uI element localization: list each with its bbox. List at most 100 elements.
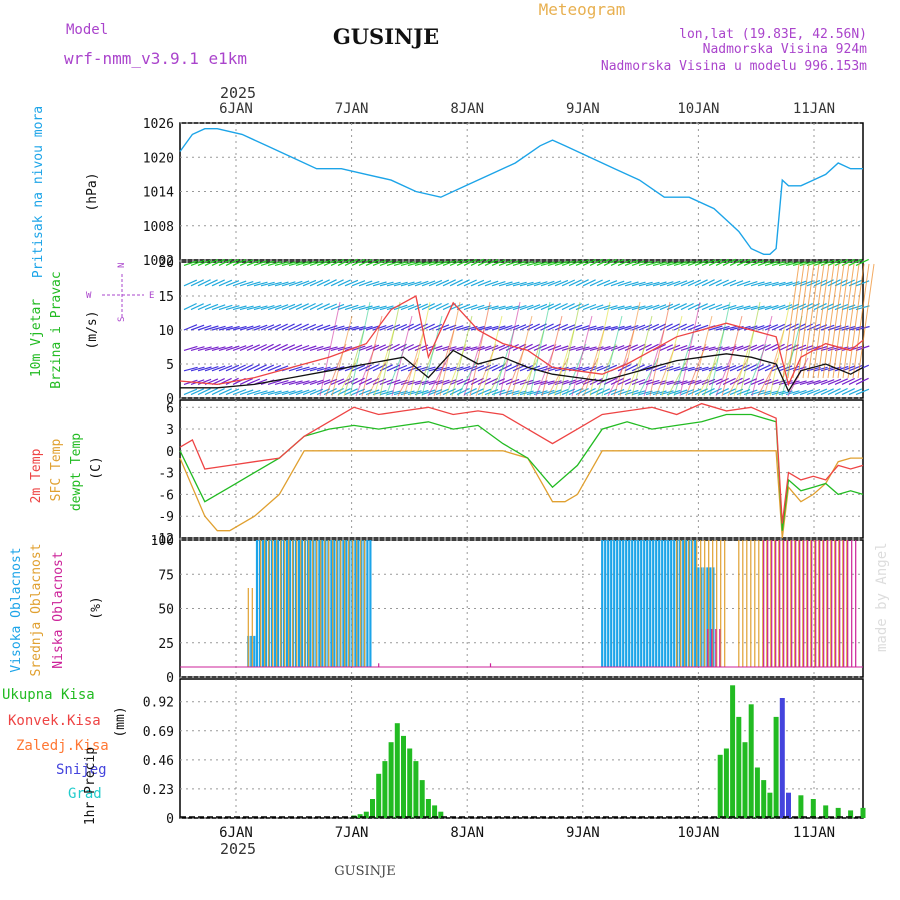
wind-barb bbox=[302, 279, 317, 287]
wind-barb bbox=[764, 281, 779, 287]
wind-barb bbox=[554, 260, 569, 266]
wind-barb bbox=[624, 281, 639, 287]
wind-barb bbox=[540, 380, 555, 385]
wind-barb bbox=[302, 323, 317, 331]
x-tick-label-bottom: 10JAN bbox=[677, 825, 719, 841]
wind-barb bbox=[722, 325, 737, 331]
wind-barb bbox=[379, 260, 394, 266]
wind-barb bbox=[610, 259, 624, 266]
elevation-label: Nadmorska Visina 924m bbox=[703, 42, 868, 57]
wind-barb bbox=[246, 389, 261, 396]
wind-barb bbox=[337, 258, 351, 266]
wind-barb bbox=[708, 387, 722, 396]
wind-barb bbox=[211, 346, 226, 351]
wind-barb bbox=[792, 261, 807, 266]
wind-sweep bbox=[733, 329, 755, 397]
wind-barb bbox=[330, 259, 345, 266]
wind-barb bbox=[260, 324, 275, 331]
wind-barb bbox=[253, 324, 268, 331]
wind-barb bbox=[785, 281, 800, 287]
wind-barb bbox=[610, 377, 624, 385]
precip-bar bbox=[786, 792, 791, 818]
compass-w: W bbox=[86, 291, 92, 301]
wind-barb bbox=[218, 279, 233, 287]
wind-barb bbox=[190, 303, 204, 311]
wind-barb bbox=[351, 364, 366, 372]
wind-barb bbox=[218, 365, 233, 372]
wind-barb bbox=[554, 279, 569, 287]
wind-barb bbox=[232, 305, 247, 311]
wind-barb bbox=[344, 325, 359, 331]
wind-barb bbox=[659, 323, 673, 331]
wind-barb bbox=[645, 343, 659, 351]
pressure-labels: Pritisak na nivou mora (hPa) bbox=[31, 106, 100, 278]
wind-barb bbox=[449, 346, 464, 351]
wind-barbs bbox=[183, 258, 875, 397]
y-tick-label: -9 bbox=[158, 510, 174, 525]
wind-barb bbox=[834, 365, 849, 372]
wind-barb bbox=[617, 281, 632, 287]
wind-barb bbox=[295, 366, 310, 372]
y-tick-label: 1002 bbox=[143, 254, 174, 269]
panel-wind: 20 15 10 5 0 bbox=[158, 256, 875, 407]
y-tick-label: 6 bbox=[166, 401, 174, 416]
wind-barb bbox=[197, 346, 212, 351]
wind-sweep bbox=[559, 301, 581, 397]
wind-barb bbox=[589, 325, 604, 331]
wind-barb bbox=[631, 260, 646, 266]
wind-barb bbox=[617, 325, 632, 331]
precip-bar bbox=[736, 716, 742, 818]
wind-barb bbox=[715, 325, 730, 331]
wind-barb bbox=[820, 388, 834, 396]
y-tick-label: 1020 bbox=[143, 151, 174, 166]
wind-barb bbox=[197, 378, 212, 385]
wind-sweep bbox=[792, 263, 810, 379]
gust-line bbox=[179, 295, 864, 387]
wind-barb bbox=[827, 388, 841, 396]
wind-sweep bbox=[469, 301, 491, 397]
precip-bar bbox=[438, 811, 444, 818]
wind-barb bbox=[750, 281, 765, 287]
wind-barb bbox=[827, 279, 841, 287]
wind-barb bbox=[316, 366, 331, 372]
wind-barb bbox=[519, 304, 534, 311]
wind-barb bbox=[561, 260, 576, 266]
wind-barb bbox=[358, 345, 373, 351]
wind-barb bbox=[204, 346, 219, 351]
wind-barb bbox=[827, 378, 842, 385]
y-tick-label: -6 bbox=[158, 488, 174, 503]
wind-barb bbox=[848, 304, 863, 311]
wind-sweep bbox=[379, 301, 401, 397]
wind-barb bbox=[323, 388, 337, 396]
wind-barb bbox=[232, 364, 246, 372]
wind-barb bbox=[211, 378, 225, 385]
mid-cloud-label: Srednja Oblacnost bbox=[29, 543, 44, 676]
wind-barb bbox=[309, 279, 324, 287]
wind-labels: 10m Vjetar Brzina i Pravac (m/s) W E N S bbox=[29, 263, 154, 389]
wind-barb bbox=[820, 379, 835, 385]
wind-barb bbox=[771, 261, 786, 266]
wind-sweep bbox=[852, 263, 870, 379]
wind-barb bbox=[365, 325, 380, 331]
wind-barb bbox=[295, 389, 310, 396]
wind-barb bbox=[386, 324, 401, 331]
wind-barb bbox=[365, 344, 380, 351]
wind-barb bbox=[190, 324, 205, 331]
wind-barb bbox=[281, 281, 296, 287]
wind-barb bbox=[183, 324, 198, 331]
wind-barb bbox=[267, 364, 282, 372]
wind-barb bbox=[309, 366, 324, 372]
wind-barb bbox=[631, 343, 645, 351]
wind-barb bbox=[582, 259, 596, 266]
wind-barb bbox=[533, 261, 548, 266]
wind-sweep bbox=[391, 315, 413, 397]
wind-barb bbox=[393, 379, 408, 385]
wind-sweep bbox=[439, 301, 461, 397]
y-tick-label: 0.23 bbox=[143, 783, 174, 798]
wind-sweep bbox=[361, 315, 383, 397]
wind-barb bbox=[274, 323, 288, 331]
wind-barb bbox=[715, 258, 729, 266]
wind-barb bbox=[631, 364, 645, 372]
model-label: Model bbox=[66, 22, 108, 38]
